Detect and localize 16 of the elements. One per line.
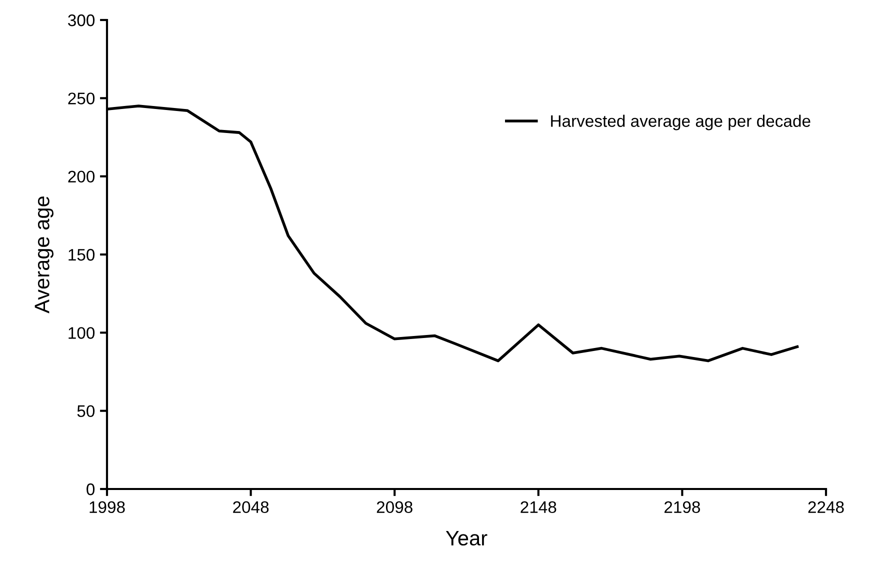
x-tick-label: 1998 xyxy=(90,501,125,514)
x-axis-title: Year xyxy=(446,530,488,546)
y-axis-title: Average age xyxy=(34,196,54,314)
y-tick-label: 100 xyxy=(68,327,95,339)
x-tick-label: 2248 xyxy=(808,501,844,514)
legend-label: Harvested average age per decade xyxy=(551,114,810,130)
y-tick-label: 50 xyxy=(77,405,95,418)
y-tick-label: 150 xyxy=(68,248,95,261)
y-tick-label: 200 xyxy=(68,170,95,183)
x-tick-label: 2198 xyxy=(664,501,700,514)
y-tick-label: 300 xyxy=(68,14,95,26)
x-tick-label: 2048 xyxy=(233,501,269,514)
x-tick-label: 2098 xyxy=(376,501,412,514)
y-tick-label: 250 xyxy=(68,92,95,104)
x-tick-label: 2148 xyxy=(520,501,556,514)
y-tick-label: 0 xyxy=(86,483,95,496)
